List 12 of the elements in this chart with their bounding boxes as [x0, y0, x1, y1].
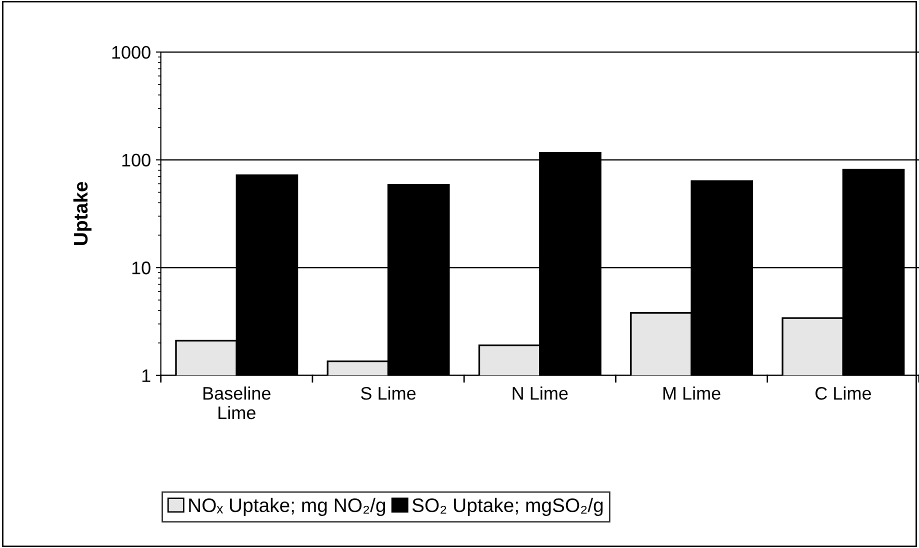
y-axis-title: Uptake: [73, 182, 92, 245]
y-tick-label: 1: [142, 370, 150, 382]
x-tick-label: S Lime: [361, 386, 416, 400]
y-tick-label: 10: [132, 262, 150, 274]
legend-label: NOₓ Uptake; mg NO₂/g: [189, 498, 386, 516]
x-tick-label: C Lime: [816, 386, 871, 400]
y-tick-label: 1000: [112, 46, 150, 59]
x-tick-label: Baseline Lime: [203, 386, 270, 420]
x-tick-label: M Lime: [663, 386, 720, 400]
legend-label: SO₂ Uptake; mgSO₂/g: [412, 498, 603, 516]
y-tick-label: 100: [122, 154, 150, 167]
x-tick-label: N Lime: [512, 386, 568, 400]
